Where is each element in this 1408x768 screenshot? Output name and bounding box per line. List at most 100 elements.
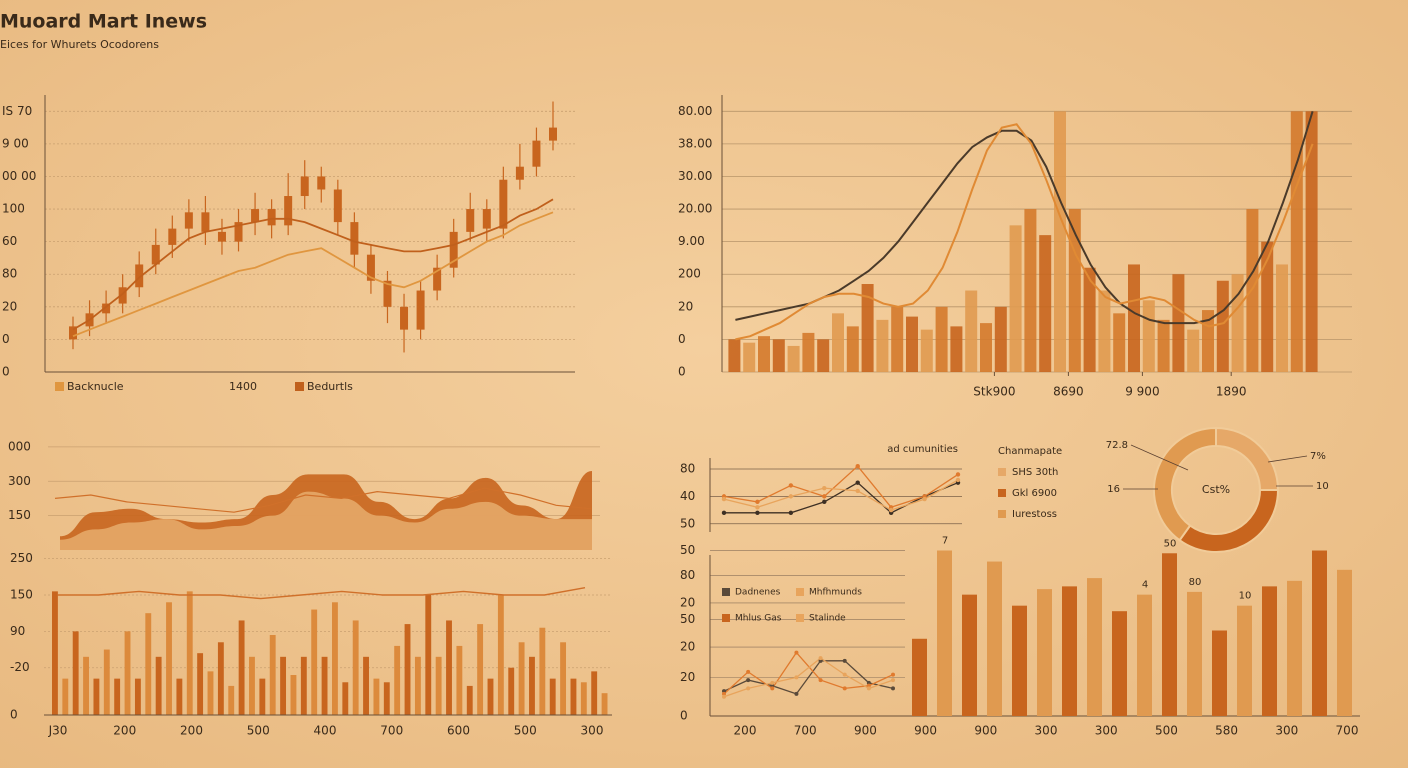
legend-label: Backnucle: [67, 380, 124, 393]
point: [888, 507, 894, 513]
point: [794, 675, 799, 680]
point: [770, 683, 775, 688]
x-tick-label: J30: [48, 724, 68, 738]
bar: [134, 678, 141, 715]
bar: [861, 284, 874, 372]
bar: [1262, 586, 1277, 716]
candle-body: [267, 209, 276, 226]
candle-body: [466, 209, 475, 232]
y-tick-label: 9.00: [678, 234, 705, 248]
bar: [414, 656, 421, 715]
candle-body: [416, 290, 425, 330]
annotation: 10: [1316, 481, 1329, 492]
bar: [906, 316, 918, 372]
point: [746, 678, 751, 683]
bar: [1112, 611, 1127, 716]
bar: [155, 656, 162, 715]
line: [58, 587, 586, 600]
bar: [1137, 594, 1152, 716]
bar: [965, 290, 978, 372]
point: [818, 658, 823, 663]
point: [866, 686, 871, 691]
bar: [1187, 329, 1200, 372]
bar: [1337, 569, 1352, 716]
y-tick-label: 20: [680, 595, 695, 609]
bar: [217, 642, 224, 715]
x-tick-label: 900: [974, 724, 997, 738]
point: [866, 680, 871, 685]
y-tick-label: 80: [2, 267, 17, 281]
bar: [425, 595, 432, 715]
bar: [249, 656, 255, 715]
candle-body: [300, 176, 309, 197]
y-tick-label: 20: [2, 299, 17, 313]
bar: [1162, 553, 1177, 716]
bar: [72, 631, 79, 715]
bar: [1087, 578, 1102, 716]
bar: [518, 642, 525, 715]
x-tick-label: 400: [314, 724, 337, 738]
y-tick-label: 0: [680, 709, 688, 723]
bar: [891, 306, 904, 372]
legend-swatch: [998, 489, 1006, 497]
bar: [114, 678, 121, 715]
candle-body: [151, 244, 160, 265]
bar: [238, 620, 245, 715]
candle-body: [532, 140, 541, 167]
bar: [987, 561, 1002, 716]
line: [723, 479, 959, 511]
bar: [728, 339, 741, 372]
legend-label: Stalinde: [809, 614, 846, 624]
bar: [539, 627, 546, 715]
bar: [802, 332, 815, 372]
page-title: Muoard Mart Inews: [0, 11, 207, 33]
line: [723, 660, 894, 695]
bar: [1098, 290, 1111, 372]
bar: [508, 667, 515, 715]
bar: [1039, 235, 1052, 372]
candle-body: [217, 231, 226, 242]
y-tick-label: 20.00: [678, 202, 712, 216]
x-tick-label: 200: [180, 724, 203, 738]
point: [822, 494, 827, 499]
line: [72, 198, 554, 331]
x-tick-label: 8690: [1053, 385, 1084, 399]
bar: [937, 550, 952, 716]
point: [818, 656, 823, 661]
bar: [1024, 209, 1037, 372]
bar: [497, 595, 504, 715]
bar: [1261, 241, 1274, 372]
donut-center-label: Cst%: [1202, 483, 1230, 496]
point: [891, 678, 895, 683]
bar: [383, 682, 390, 715]
bar: [876, 319, 889, 372]
bar: [269, 635, 276, 715]
bar: [466, 685, 473, 715]
line: [54, 487, 593, 513]
chart-title: ad cumunities: [887, 444, 958, 455]
donut-segment: [1152, 426, 1217, 542]
y-tick-label: 80: [680, 461, 695, 475]
point: [955, 472, 961, 477]
point: [794, 650, 799, 655]
y-tick-label: 60: [2, 234, 17, 248]
bar: [62, 678, 69, 715]
bar: [93, 678, 100, 715]
point: [842, 686, 847, 691]
point: [770, 686, 775, 691]
y-tick-label: 00 00: [2, 169, 36, 183]
bar: [1312, 550, 1327, 716]
point: [722, 694, 726, 699]
bar: [1287, 580, 1302, 716]
x-tick-label: 700: [1336, 724, 1359, 738]
legend-swatch: [998, 510, 1006, 518]
candle-body: [234, 222, 243, 242]
point: [955, 477, 961, 483]
y-tick-label: 100: [2, 202, 25, 216]
y-tick-label: 80.00: [678, 104, 712, 118]
y-tick-label: 50: [680, 612, 695, 626]
bar: [1212, 630, 1227, 716]
candle-body: [499, 179, 508, 229]
page-subtitle: Eices for Whurets Ocodorens: [0, 38, 159, 51]
candle-body: [102, 303, 111, 314]
